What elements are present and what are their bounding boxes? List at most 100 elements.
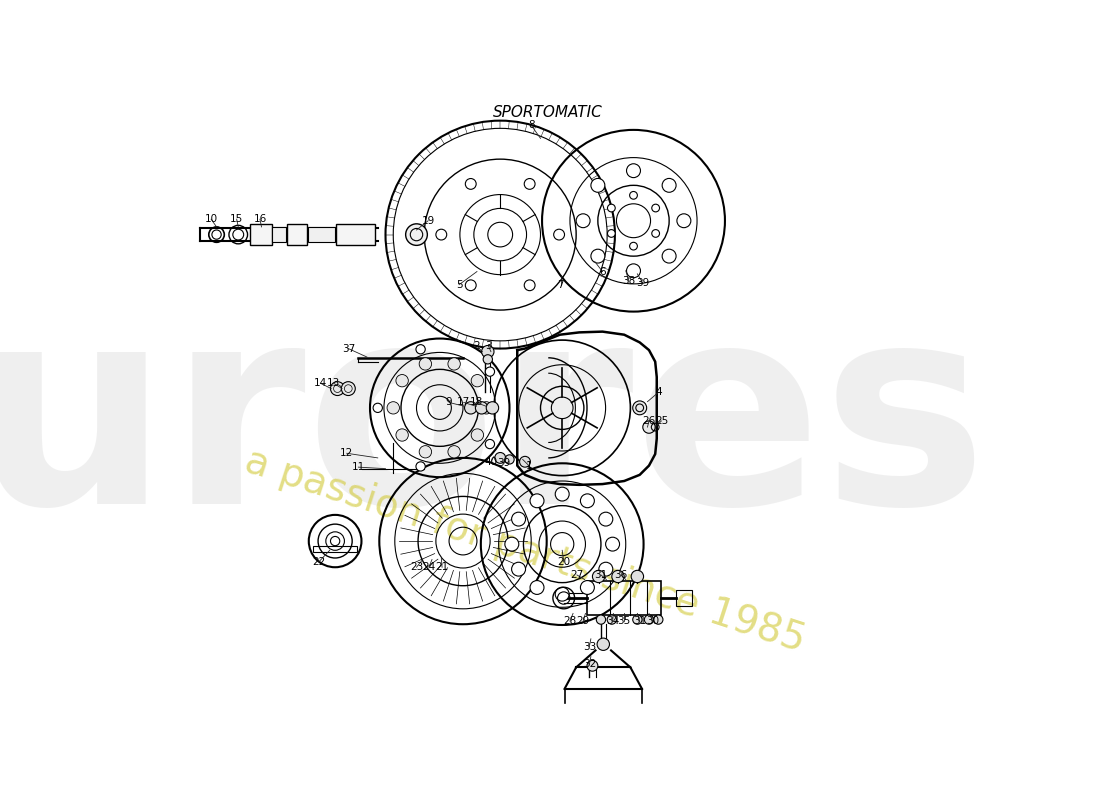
Circle shape — [396, 429, 408, 441]
Text: 28: 28 — [563, 616, 576, 626]
Circle shape — [612, 570, 624, 582]
Circle shape — [581, 494, 594, 508]
Circle shape — [471, 429, 484, 441]
Circle shape — [330, 382, 344, 395]
Text: 39: 39 — [636, 278, 649, 288]
Circle shape — [591, 250, 605, 263]
Text: 11: 11 — [352, 462, 365, 472]
Text: 8: 8 — [528, 120, 535, 130]
Text: 38: 38 — [623, 276, 636, 286]
Circle shape — [581, 581, 594, 594]
Circle shape — [465, 280, 476, 290]
Circle shape — [642, 421, 656, 434]
Circle shape — [607, 204, 615, 212]
Circle shape — [631, 570, 644, 582]
Circle shape — [591, 178, 605, 192]
Text: 13: 13 — [327, 378, 340, 388]
Circle shape — [627, 164, 640, 178]
Circle shape — [373, 403, 383, 413]
Text: 36: 36 — [615, 570, 628, 580]
FancyBboxPatch shape — [273, 227, 286, 242]
FancyBboxPatch shape — [250, 224, 272, 246]
Circle shape — [464, 402, 477, 414]
Circle shape — [505, 538, 519, 551]
Circle shape — [483, 354, 493, 364]
FancyBboxPatch shape — [336, 224, 375, 246]
Circle shape — [662, 250, 676, 263]
Text: 21: 21 — [436, 562, 449, 572]
Text: 32: 32 — [583, 659, 596, 670]
Circle shape — [396, 374, 408, 387]
Circle shape — [436, 230, 447, 240]
Text: 35: 35 — [617, 616, 630, 626]
Circle shape — [465, 178, 476, 190]
Circle shape — [587, 661, 597, 671]
Circle shape — [519, 456, 530, 467]
Text: 9: 9 — [446, 398, 452, 407]
Circle shape — [632, 615, 642, 624]
Circle shape — [525, 178, 535, 190]
Circle shape — [530, 494, 544, 508]
Circle shape — [512, 562, 526, 576]
Text: 19: 19 — [421, 216, 434, 226]
Circle shape — [632, 401, 647, 414]
Circle shape — [482, 346, 494, 358]
Circle shape — [629, 242, 637, 250]
Circle shape — [556, 587, 569, 601]
Circle shape — [598, 562, 613, 576]
Text: 6: 6 — [600, 266, 606, 277]
Text: 27: 27 — [570, 570, 583, 580]
Circle shape — [485, 439, 495, 449]
Circle shape — [556, 487, 569, 501]
Text: 7: 7 — [558, 281, 564, 290]
Circle shape — [607, 615, 616, 624]
Circle shape — [416, 345, 426, 354]
Circle shape — [475, 402, 487, 414]
Text: eurores: eurores — [0, 292, 988, 562]
Text: 4: 4 — [654, 387, 661, 398]
Text: 17: 17 — [458, 398, 471, 407]
Text: 18: 18 — [470, 398, 483, 407]
Circle shape — [512, 512, 526, 526]
Text: 20: 20 — [558, 557, 570, 567]
Circle shape — [419, 358, 431, 370]
Circle shape — [448, 358, 460, 370]
Circle shape — [653, 615, 663, 624]
Circle shape — [607, 230, 615, 238]
Text: 12: 12 — [340, 448, 353, 458]
Circle shape — [576, 214, 590, 228]
Text: 3: 3 — [485, 342, 492, 351]
Text: 37: 37 — [342, 343, 355, 354]
Circle shape — [652, 230, 660, 238]
Circle shape — [495, 453, 506, 463]
Text: 39: 39 — [497, 458, 510, 468]
Text: SPORTOMATIC: SPORTOMATIC — [494, 106, 603, 121]
Circle shape — [525, 280, 535, 290]
Text: 29: 29 — [576, 616, 590, 626]
Text: 15: 15 — [230, 214, 243, 224]
Text: a passion for parts since 1985: a passion for parts since 1985 — [240, 442, 810, 659]
Circle shape — [416, 462, 426, 471]
Text: 1: 1 — [526, 461, 532, 470]
Circle shape — [645, 615, 653, 624]
Circle shape — [387, 402, 399, 414]
Circle shape — [448, 446, 460, 458]
Circle shape — [341, 382, 355, 395]
Circle shape — [598, 512, 613, 526]
Text: 40: 40 — [484, 457, 497, 466]
Circle shape — [597, 638, 609, 650]
Circle shape — [593, 570, 605, 582]
Circle shape — [485, 367, 495, 376]
Text: 22: 22 — [312, 557, 326, 567]
Text: 2: 2 — [474, 342, 481, 351]
Text: 16: 16 — [253, 214, 266, 224]
Circle shape — [406, 224, 427, 246]
Circle shape — [652, 204, 660, 212]
Text: 10: 10 — [205, 214, 218, 224]
Circle shape — [419, 446, 431, 458]
Text: 30: 30 — [647, 616, 659, 626]
Text: 34: 34 — [606, 616, 619, 626]
Text: 26: 26 — [642, 416, 656, 426]
Circle shape — [629, 191, 637, 199]
FancyBboxPatch shape — [308, 227, 336, 242]
